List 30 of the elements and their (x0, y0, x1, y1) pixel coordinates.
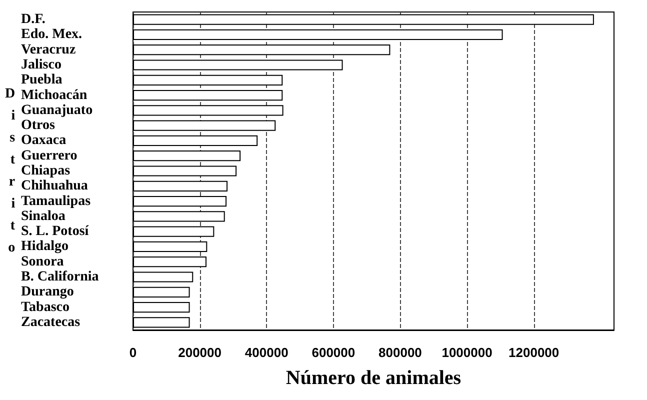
y-tick-label: Edo. Mex. (21, 27, 82, 42)
y-tick-label: Sinaloa (21, 208, 66, 224)
y-tick-label: Tamaulipas (21, 194, 92, 209)
y-tick-label: Michoacán (21, 88, 88, 103)
x-axis-title: Número de animales (286, 367, 462, 389)
y-tick-label: Chiapas (21, 164, 71, 178)
y-tick-label: Guanajuato (21, 102, 93, 118)
x-tick-label: 1000000 (442, 345, 492, 360)
y-tick-label: Guerrero (21, 148, 78, 164)
y-tick-label: Durango (21, 284, 74, 300)
y-tick-label: Jalisco (21, 58, 62, 72)
y-tick-label: Hidalgo (21, 239, 68, 254)
x-tick-label: 200000 (178, 345, 222, 360)
y-tick-label: Tabasco (21, 300, 70, 315)
x-tick-label: 600000 (312, 345, 356, 360)
x-tick-label: 0 (129, 345, 137, 360)
y-tick-label: B. California (21, 270, 99, 284)
y-tick-label: Otros (21, 118, 56, 134)
x-tick-label: 800000 (378, 345, 422, 360)
y-tick-label: Oaxaca (21, 133, 66, 148)
y-axis-title: Distrito (4, 86, 16, 256)
x-tick-label: 1200000 (508, 345, 560, 360)
y-tick-label: Veracruz (21, 42, 76, 58)
y-tick-label: Chihuahua (21, 178, 88, 194)
y-tick-label: Zacatecas (21, 314, 81, 330)
y-tick-label: S. L. Potosí (21, 224, 90, 240)
y-tick-label: D.F. (21, 12, 46, 28)
y-tick-label: Puebla (21, 72, 62, 88)
y-tick-label: Sonora (21, 254, 64, 270)
x-tick-label: 400000 (244, 345, 288, 360)
